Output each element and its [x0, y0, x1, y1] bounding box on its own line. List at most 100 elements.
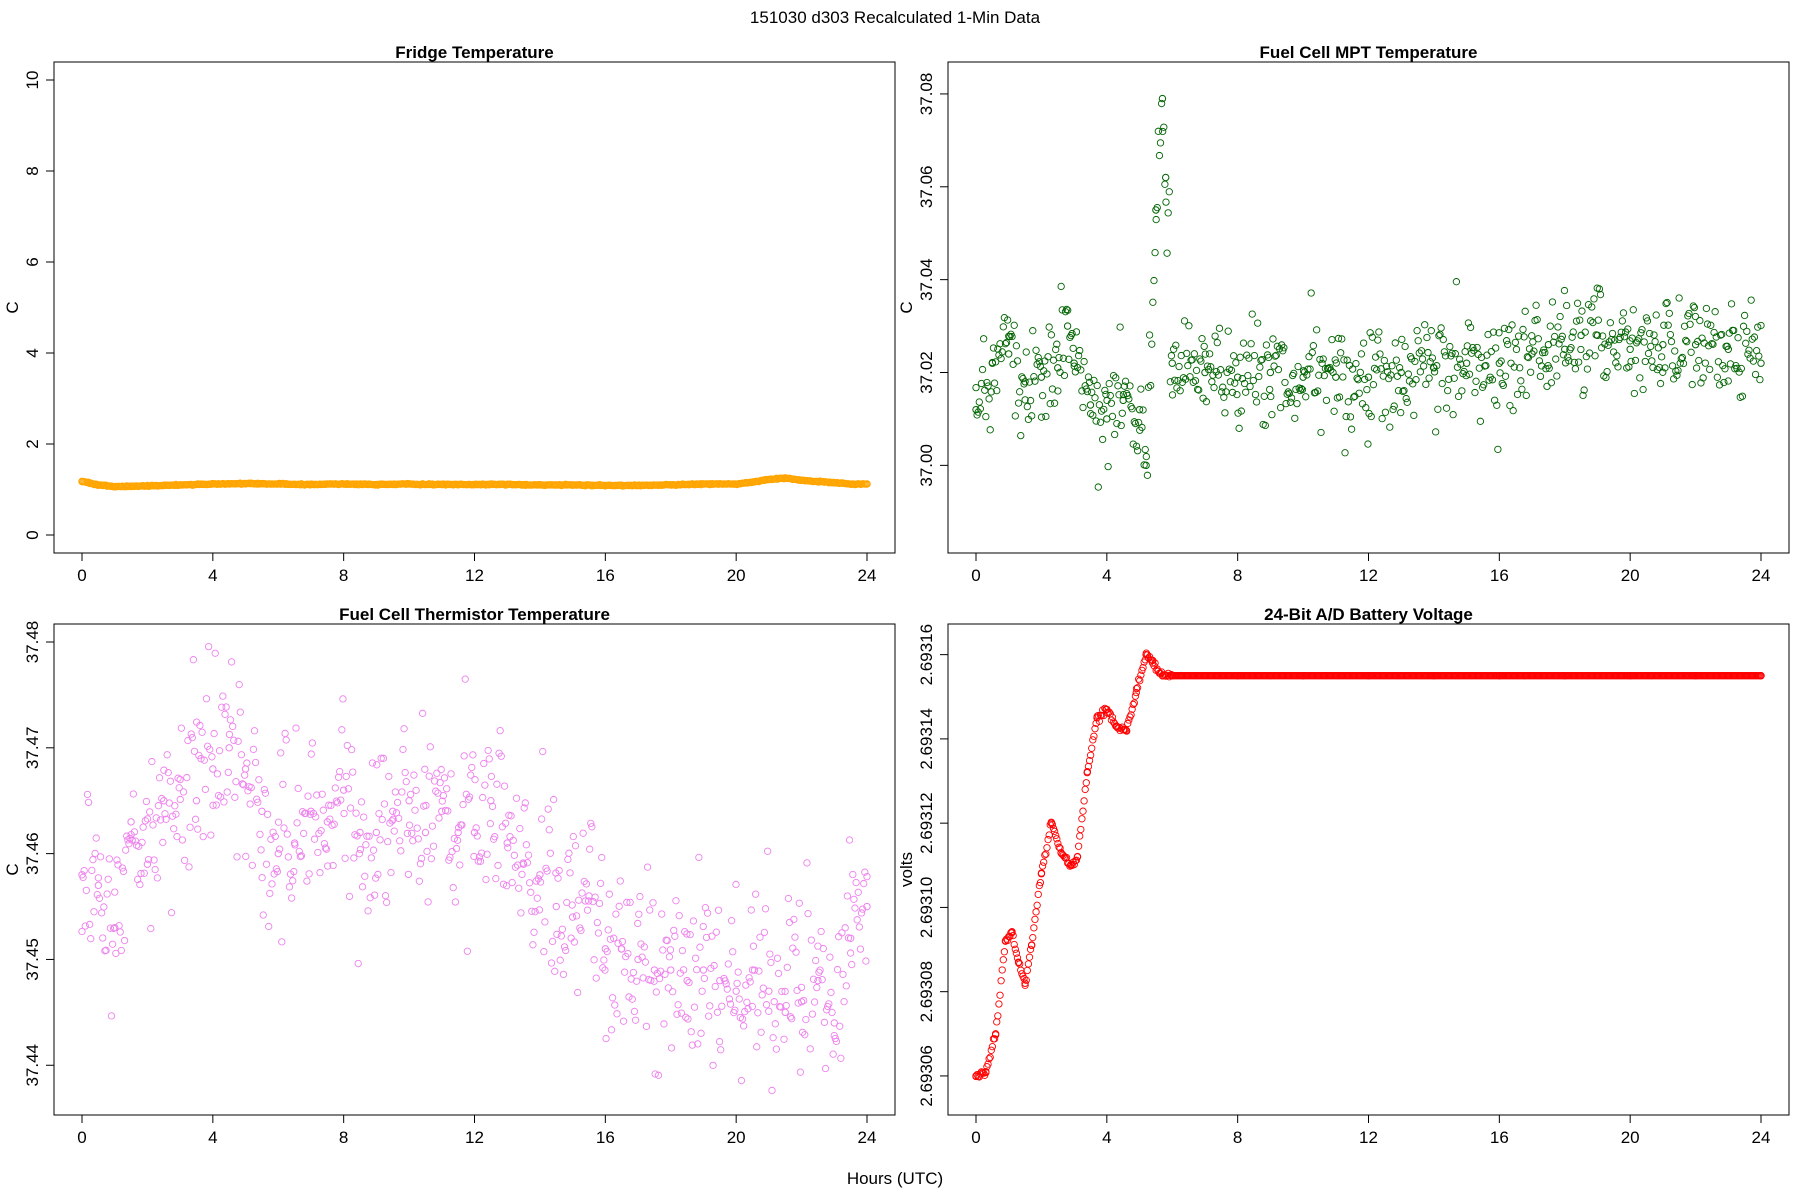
data-point	[753, 1043, 761, 1051]
data-point	[159, 838, 167, 847]
data-point	[1602, 373, 1610, 382]
data-point	[1291, 414, 1299, 422]
data-point	[1044, 353, 1052, 361]
data-point	[1257, 356, 1265, 365]
data-point	[587, 819, 595, 828]
data-point	[572, 912, 581, 920]
data-point	[212, 801, 220, 809]
data-point	[1614, 363, 1622, 371]
data-point	[1043, 844, 1051, 852]
data-point	[155, 774, 164, 782]
data-point	[1367, 412, 1375, 421]
data-point	[571, 842, 580, 850]
data-point	[1690, 303, 1699, 312]
data-point	[1662, 299, 1670, 308]
data-point	[1019, 375, 1027, 383]
data-point	[452, 844, 461, 853]
data-point	[1411, 357, 1419, 366]
data-point	[255, 776, 263, 784]
data-point	[111, 888, 119, 896]
data-point	[1179, 374, 1188, 382]
data-point	[187, 730, 195, 738]
data-point	[1162, 198, 1170, 206]
data-point	[1530, 347, 1538, 355]
data-point	[781, 987, 789, 996]
data-point	[754, 1009, 762, 1017]
data-point	[1098, 435, 1107, 444]
data-point	[981, 386, 989, 394]
data-point	[1386, 423, 1394, 431]
data-point	[1235, 424, 1243, 432]
data-point	[1565, 357, 1573, 365]
data-point	[405, 797, 413, 805]
data-point	[1115, 723, 1123, 731]
data-point	[321, 844, 330, 852]
data-point	[472, 824, 480, 832]
x-tick-label: 4	[208, 566, 217, 585]
data-point	[1483, 351, 1491, 359]
data-point	[684, 1015, 692, 1023]
data-point	[1273, 342, 1281, 350]
data-point	[401, 768, 409, 777]
data-point	[695, 853, 703, 862]
data-point	[274, 818, 283, 826]
data-point	[1152, 215, 1160, 224]
data-point	[682, 1013, 690, 1022]
y-axis-label: C	[3, 863, 22, 875]
data-point	[1268, 411, 1276, 419]
figure-title: 151030 d303 Recalculated 1-Min Data	[750, 8, 1041, 27]
data-point	[726, 1000, 735, 1008]
data-point	[1641, 357, 1649, 366]
data-point	[459, 800, 467, 809]
data-point	[1172, 341, 1180, 349]
data-point	[1552, 355, 1560, 363]
data-point	[88, 866, 96, 875]
data-point	[1136, 677, 1144, 685]
data-point	[567, 934, 575, 942]
data-point	[295, 847, 303, 856]
data-point	[382, 898, 391, 907]
data-point	[1551, 332, 1559, 341]
data-point	[536, 878, 545, 886]
data-point	[1532, 301, 1540, 309]
data-point	[533, 894, 541, 902]
data-point	[743, 998, 751, 1006]
data-point	[565, 849, 573, 857]
data-point	[1482, 361, 1490, 370]
data-point	[1252, 398, 1261, 406]
data-point	[651, 1070, 659, 1078]
x-tick-label: 20	[1621, 1128, 1640, 1147]
x-tick-label: 8	[1233, 1128, 1242, 1147]
data-point	[1260, 392, 1268, 400]
data-point	[669, 988, 677, 996]
data-point	[1688, 380, 1696, 389]
data-point	[235, 680, 243, 689]
data-point	[1090, 732, 1098, 740]
data-point	[414, 835, 422, 843]
data-point	[435, 814, 443, 822]
data-point	[717, 1046, 725, 1054]
data-point	[1605, 338, 1613, 346]
data-point	[584, 897, 593, 905]
data-point	[1072, 856, 1081, 864]
data-point	[1504, 340, 1512, 349]
x-tick-label: 12	[1359, 1128, 1378, 1147]
data-point	[1713, 373, 1721, 381]
data-point	[1596, 290, 1605, 299]
data-point	[1205, 350, 1214, 358]
data-point	[1256, 363, 1264, 371]
data-point	[1727, 300, 1736, 308]
data-point	[1600, 372, 1608, 380]
data-point	[1689, 302, 1697, 310]
data-point	[856, 945, 865, 953]
data-point	[1750, 333, 1759, 341]
data-point	[1416, 368, 1425, 376]
x-tick-label: 4	[1102, 1128, 1111, 1147]
data-point	[1064, 306, 1072, 314]
data-point	[1030, 924, 1038, 932]
data-point	[222, 703, 230, 711]
data-point	[1026, 945, 1035, 954]
data-point	[1025, 953, 1034, 961]
data-point	[261, 789, 270, 797]
data-point	[1101, 704, 1109, 713]
